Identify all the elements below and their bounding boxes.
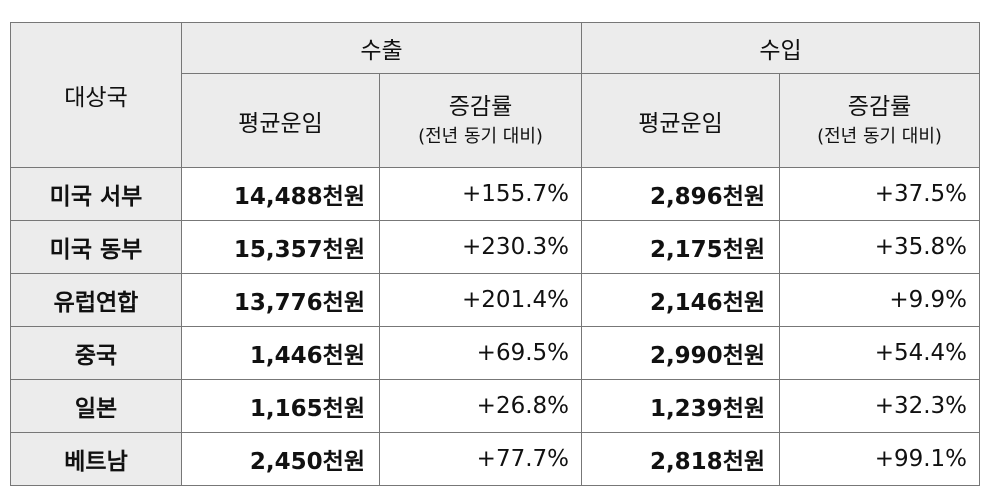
row-import-avg: 1,239천원 <box>581 379 781 433</box>
header-export-avg: 평균운임 <box>181 73 380 168</box>
row-country: 일본 <box>10 379 182 433</box>
table-row: 미국 동부 15,357천원 +230.3% 2,175천원 +35.8% <box>10 220 981 274</box>
header-import-rate-label: 증감률 <box>847 93 912 120</box>
table-row: 일본 1,165천원 +26.8% 1,239천원 +32.3% <box>10 379 981 433</box>
row-export-rate: +69.5% <box>378 326 583 380</box>
table-row: 베트남 2,450천원 +77.7% 2,818천원 +99.1% <box>10 432 981 486</box>
row-import-rate: +54.4% <box>779 326 981 380</box>
header-export-rate-note: (전년 동기 대비) <box>418 125 543 147</box>
header-import-avg: 평균운임 <box>581 73 781 168</box>
row-import-avg: 2,175천원 <box>581 220 781 274</box>
row-import-rate: +99.1% <box>779 432 981 486</box>
header-row-metrics: 평균운임 증감률 (전년 동기 대비) 평균운임 증감률 (전년 동기 대비) <box>11 73 981 168</box>
row-import-rate: +37.5% <box>779 167 981 221</box>
header-import-rate: 증감률 (전년 동기 대비) <box>779 73 981 168</box>
row-import-avg: 2,146천원 <box>581 273 781 327</box>
header-export: 수출 <box>180 22 583 74</box>
row-export-rate: +201.4% <box>378 273 583 327</box>
row-import-rate: +32.3% <box>779 379 981 433</box>
row-country: 베트남 <box>10 432 182 486</box>
row-export-avg: 14,488천원 <box>181 167 380 221</box>
freight-table: 대상국 수출 수입 평균운임 증감률 (전년 동기 대비) 평균운임 증감률 (… <box>10 22 981 486</box>
row-country: 유럽연합 <box>10 273 182 327</box>
row-export-avg: 1,446천원 <box>181 326 380 380</box>
row-import-avg: 2,990천원 <box>581 326 781 380</box>
row-import-rate: +35.8% <box>779 220 981 274</box>
header-import-rate-note: (전년 동기 대비) <box>817 125 942 147</box>
row-export-rate: +230.3% <box>378 220 583 274</box>
row-import-rate: +9.9% <box>779 273 981 327</box>
row-export-avg: 15,357천원 <box>181 220 380 274</box>
row-import-avg: 2,896천원 <box>581 167 781 221</box>
table-row: 유럽연합 13,776천원 +201.4% 2,146천원 +9.9% <box>10 273 981 327</box>
header-export-rate: 증감률 (전년 동기 대비) <box>378 73 583 168</box>
header-row-groups: 대상국 수출 수입 <box>10 22 981 168</box>
header-export-rate-label: 증감률 <box>448 93 513 120</box>
row-country: 미국 서부 <box>10 167 182 221</box>
header-country: 대상국 <box>10 22 182 168</box>
row-export-avg: 1,165천원 <box>181 379 380 433</box>
row-export-rate: +155.7% <box>378 167 583 221</box>
header-import: 수입 <box>581 22 981 74</box>
table-row: 중국 1,446천원 +69.5% 2,990천원 +54.4% <box>10 326 981 380</box>
row-country: 미국 동부 <box>10 220 182 274</box>
row-export-avg: 13,776천원 <box>181 273 380 327</box>
table-row: 미국 서부 14,488천원 +155.7% 2,896천원 +37.5% <box>10 167 981 221</box>
row-export-rate: +26.8% <box>378 379 583 433</box>
row-export-rate: +77.7% <box>378 432 583 486</box>
row-export-avg: 2,450천원 <box>181 432 380 486</box>
row-import-avg: 2,818천원 <box>581 432 781 486</box>
row-country: 중국 <box>10 326 182 380</box>
